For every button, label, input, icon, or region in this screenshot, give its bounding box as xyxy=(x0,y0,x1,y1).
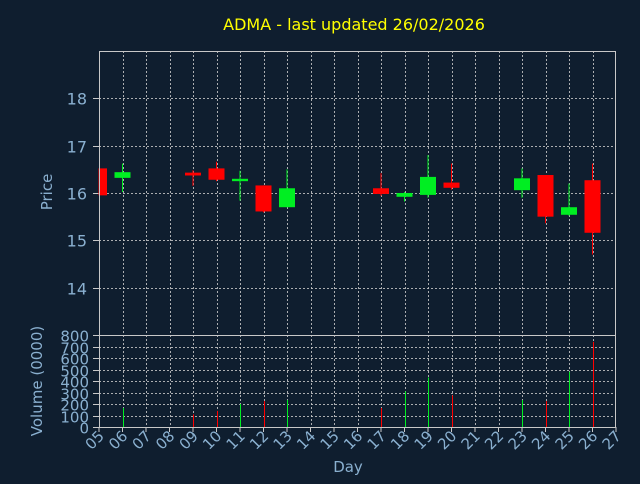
volume-tick-label: 300 xyxy=(60,386,89,404)
candle-body xyxy=(373,188,389,194)
volume-bars xyxy=(99,341,594,427)
candle-body xyxy=(514,178,530,191)
price-axis-label: Price xyxy=(38,174,56,211)
candle-body xyxy=(396,193,413,197)
candle-body xyxy=(561,207,577,215)
x-axis-label: Day xyxy=(333,458,363,476)
candle-body xyxy=(255,185,272,212)
price-tick-label: 16 xyxy=(67,185,87,204)
day-tick-labels: 0506070809101112131415161718192021222324… xyxy=(82,427,625,453)
candle-body xyxy=(443,182,460,188)
volume-tick-label: 600 xyxy=(60,351,89,369)
price-tick-labels: 14 15 16 17 18 xyxy=(67,90,87,299)
candle-body xyxy=(232,178,248,182)
volume-tick-label: 400 xyxy=(60,374,89,392)
price-tick-label: 17 xyxy=(67,138,87,157)
volume-tick-label: 500 xyxy=(60,363,89,381)
volume-axis-label: Volume (0000) xyxy=(28,326,46,436)
candle-body xyxy=(279,188,295,208)
candle-body xyxy=(185,172,201,176)
candle-body xyxy=(99,168,107,196)
price-tick-label: 18 xyxy=(67,90,87,109)
candle-body xyxy=(584,180,601,233)
price-tick-label: 14 xyxy=(67,280,87,299)
plot-frames xyxy=(99,51,616,428)
candle-body xyxy=(208,168,225,180)
chart-title: ADMA - last updated 26/02/2026 xyxy=(223,15,485,34)
volume-tick-label: 800 xyxy=(60,328,89,346)
volume-tick-label: 0 xyxy=(79,420,89,438)
volume-tick-label: 700 xyxy=(60,340,89,358)
candle-body xyxy=(537,175,554,217)
candles xyxy=(98,155,601,255)
candle-body xyxy=(114,172,131,178)
candle-body xyxy=(420,176,436,195)
volume-tick-label: 200 xyxy=(60,397,89,415)
volume-tick-label: 100 xyxy=(60,409,89,427)
volume-plot-frame xyxy=(99,335,616,428)
price-tick-label: 15 xyxy=(67,232,87,251)
